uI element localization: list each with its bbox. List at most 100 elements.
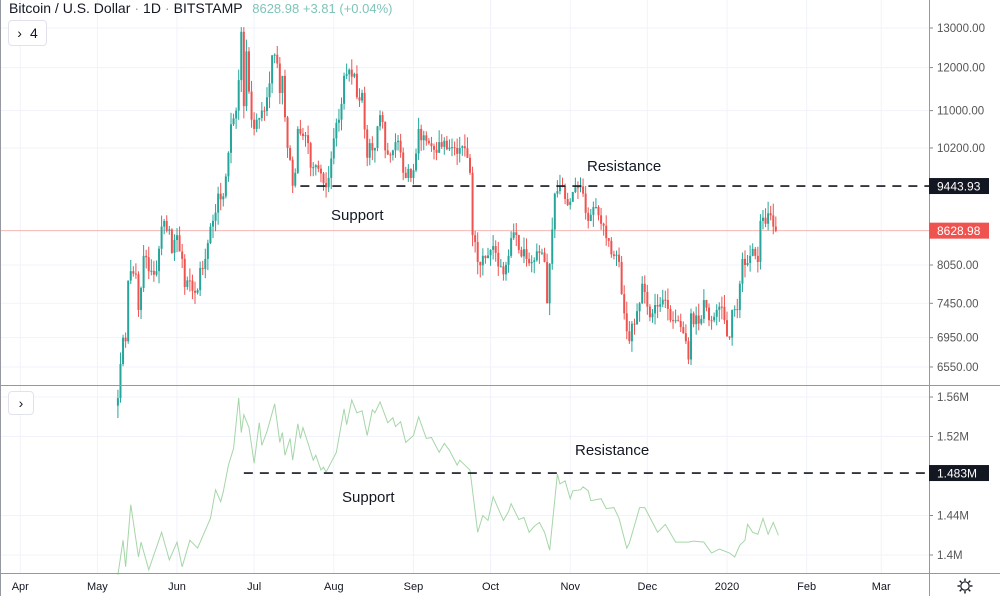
lower-resistance-label: Resistance: [575, 442, 650, 459]
candle-body: [307, 135, 310, 144]
gear-icon[interactable]: [956, 577, 974, 595]
candle-body: [584, 193, 587, 213]
candle-body: [715, 309, 718, 317]
candle-body: [469, 157, 471, 173]
candle-body: [212, 220, 214, 227]
candle-body: [504, 264, 507, 275]
candle-body: [309, 143, 312, 168]
candle-body: [366, 129, 369, 158]
candle-body: [749, 255, 752, 263]
candle-body: [181, 251, 184, 259]
candle-body: [594, 206, 597, 208]
candle-body: [363, 92, 366, 130]
candle-body: [579, 186, 582, 188]
candle-body: [435, 149, 438, 153]
candle-body: [726, 320, 728, 337]
candle-body: [276, 54, 279, 64]
candle-body: [582, 186, 585, 194]
candle-body: [235, 110, 238, 119]
candle-body: [682, 327, 685, 334]
candle-body: [391, 150, 394, 156]
candle-body: [456, 147, 459, 154]
indicators-toggle-button[interactable]: › 4: [8, 20, 47, 46]
last-price-label: 8628.98: [937, 224, 981, 238]
candle-body: [397, 140, 400, 143]
candle-body: [628, 331, 631, 342]
y-tick-label: 10200.00: [937, 143, 985, 155]
candle-body: [492, 246, 495, 250]
candle-body: [538, 251, 541, 253]
main-resistance-label: Resistance: [587, 158, 662, 175]
candle-body: [528, 258, 531, 264]
candle-body: [705, 299, 708, 308]
candle-body: [723, 306, 726, 321]
candle-body: [623, 294, 626, 314]
x-tick-label: Sep: [404, 581, 424, 593]
y-tick-label: 7450.00: [937, 298, 979, 310]
candle-body: [273, 54, 276, 56]
candle-body: [420, 128, 423, 141]
candle-body: [440, 142, 443, 147]
candle-body: [600, 215, 603, 224]
candle-body: [247, 51, 250, 92]
candle-body: [319, 168, 322, 174]
candle-body: [404, 172, 407, 178]
candle-body: [188, 280, 191, 282]
candle-body: [543, 252, 546, 262]
candle-body: [569, 201, 572, 205]
candle-body: [389, 154, 392, 156]
candle-body: [751, 248, 754, 256]
candle-body: [471, 172, 474, 236]
symbol-name: Bitcoin / U.S. Dollar: [9, 0, 131, 16]
candle-body: [186, 280, 189, 287]
candle-body: [741, 258, 744, 284]
candle-body: [664, 299, 667, 301]
candle-body: [546, 261, 549, 304]
candle-body: [497, 252, 500, 267]
chevron-right-icon: ›: [18, 395, 24, 411]
candle-body: [535, 251, 538, 261]
candle-body: [618, 254, 621, 262]
candle-body: [232, 118, 235, 125]
candle-body: [558, 185, 561, 192]
chevron-right-icon: ›: [17, 25, 22, 41]
candle-body: [407, 168, 410, 178]
candle-body: [350, 69, 353, 77]
candle-body: [258, 118, 261, 120]
x-tick-label: Aug: [324, 581, 344, 593]
candle-body: [386, 150, 389, 155]
candle-body: [409, 168, 412, 178]
candle-body: [679, 321, 682, 328]
candle-body: [615, 254, 618, 256]
candle-body: [337, 119, 340, 123]
candle-body: [194, 290, 197, 293]
candle-body: [296, 128, 299, 173]
candle-body: [641, 283, 644, 304]
lower-pane-toggle-button[interactable]: ›: [8, 391, 34, 415]
candle-body: [438, 142, 441, 153]
candle-body: [229, 124, 232, 153]
candle-body: [253, 119, 256, 129]
y-tick-label: 8050.00: [937, 260, 979, 272]
candle-body: [291, 159, 294, 186]
candle-body: [564, 186, 567, 199]
candle-body: [314, 165, 317, 168]
candle-body: [479, 261, 482, 266]
candle-body: [150, 270, 153, 272]
candle-body: [245, 51, 248, 107]
candle-body: [332, 138, 335, 159]
candle-body: [134, 273, 137, 275]
candle-body: [553, 193, 556, 230]
candle-body: [281, 75, 284, 93]
candle-body: [453, 147, 456, 149]
candle-body: [489, 249, 492, 256]
candle-body: [728, 336, 731, 338]
candle-body: [422, 135, 425, 141]
candle-body: [677, 320, 680, 322]
candle-body: [661, 299, 664, 305]
candle-body: [222, 196, 225, 200]
candle-body: [142, 255, 145, 288]
interval[interactable]: 1D: [143, 0, 161, 16]
candle-body: [191, 280, 194, 291]
